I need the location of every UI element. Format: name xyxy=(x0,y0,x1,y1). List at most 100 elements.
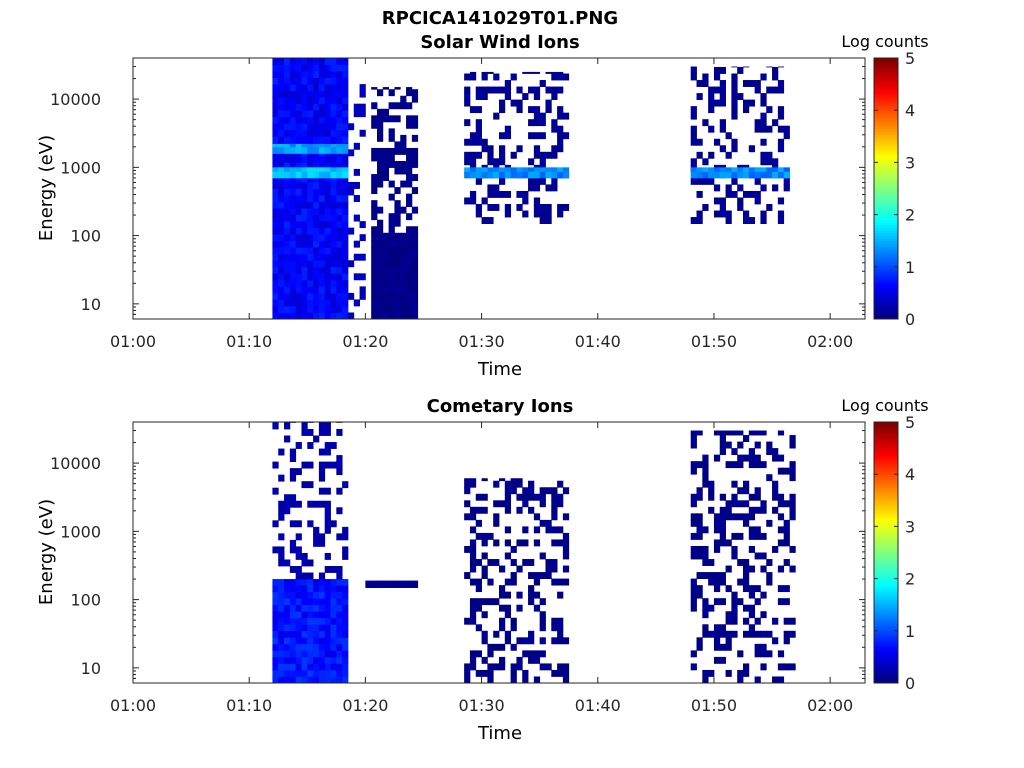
heatmap-cell xyxy=(284,181,291,189)
heatmap-cell xyxy=(324,676,331,684)
heatmap-cell xyxy=(539,177,546,185)
heatmap-cell xyxy=(278,97,285,105)
heatmap-cell xyxy=(272,155,279,163)
heatmap-cell xyxy=(289,630,297,638)
heatmap-cell xyxy=(289,520,297,528)
heatmap-cell xyxy=(411,161,419,168)
heatmap-cell xyxy=(562,487,570,495)
heatmap-cell xyxy=(284,175,291,183)
heatmap-cell xyxy=(301,146,308,154)
heatmap-cell xyxy=(278,146,285,154)
heatmap-cell xyxy=(499,604,506,612)
heatmap-cell xyxy=(702,559,709,566)
heatmap-cell xyxy=(289,64,297,72)
heatmap-cell xyxy=(318,234,326,242)
heatmap-cell xyxy=(295,167,302,172)
colorbar-tick-label: 5 xyxy=(905,413,915,432)
heatmap-cell xyxy=(766,650,773,658)
heatmap-cell xyxy=(272,260,279,268)
heatmap-cell xyxy=(289,167,297,172)
heatmap-cell xyxy=(301,630,308,638)
heatmap-cell xyxy=(318,299,326,307)
heatmap-cell xyxy=(522,210,529,218)
heatmap-cell xyxy=(301,129,308,137)
heatmap-cell xyxy=(533,145,541,153)
heatmap-cell xyxy=(301,97,308,105)
heatmap-cell xyxy=(289,579,297,586)
heatmap-cell xyxy=(406,115,413,123)
heatmap-cell xyxy=(533,656,541,664)
heatmap-cell xyxy=(278,448,285,456)
heatmap-cell xyxy=(551,177,558,185)
colorbar-swatch xyxy=(874,279,898,283)
heatmap-cell xyxy=(301,143,308,148)
heatmap-cell xyxy=(278,676,285,684)
heatmap-cell xyxy=(713,578,721,586)
heatmap-cell xyxy=(377,128,384,136)
heatmap-cell xyxy=(382,115,390,123)
y-tick-label: 100 xyxy=(70,227,101,246)
heatmap-cell xyxy=(295,208,302,215)
colorbar-swatch xyxy=(874,222,898,226)
heatmap-cell xyxy=(487,663,494,671)
heatmap-cell xyxy=(562,578,570,586)
heatmap-cell xyxy=(748,630,756,638)
heatmap-cell xyxy=(272,292,279,300)
heatmap-cell xyxy=(708,604,715,612)
heatmap-cell xyxy=(313,500,320,508)
heatmap-cell xyxy=(336,188,343,196)
heatmap-cell xyxy=(377,232,384,235)
heatmap-cell xyxy=(406,102,413,110)
heatmap-cell xyxy=(464,73,471,81)
heatmap-cell xyxy=(342,123,349,131)
colorbar-swatch xyxy=(874,575,898,580)
heatmap-cell xyxy=(743,604,750,612)
heatmap-cell xyxy=(760,93,767,100)
heatmap-cell xyxy=(295,136,302,144)
heatmap-cell xyxy=(278,181,285,189)
heatmap-cell xyxy=(289,162,297,170)
heatmap-cell xyxy=(336,461,343,469)
heatmap-cell xyxy=(760,650,767,658)
heatmap-cell xyxy=(289,240,297,248)
heatmap-cell xyxy=(713,539,721,547)
heatmap-cell xyxy=(406,147,413,155)
heatmap-cell xyxy=(702,545,709,553)
heatmap-cell xyxy=(318,468,326,476)
heatmap-cell xyxy=(272,598,279,606)
heatmap-cell xyxy=(539,132,546,140)
heatmap-cell xyxy=(748,565,756,573)
heatmap-cell xyxy=(789,565,796,573)
heatmap-cell xyxy=(760,532,767,540)
heatmap-cell xyxy=(400,161,407,168)
heatmap-cell xyxy=(301,611,308,619)
heatmap-cell xyxy=(702,177,709,185)
heatmap-cell xyxy=(690,513,697,521)
heatmap-cell xyxy=(278,227,285,235)
heatmap-cell xyxy=(551,73,558,81)
heatmap-cell xyxy=(783,167,790,172)
heatmap-cell xyxy=(289,617,297,625)
heatmap-cell xyxy=(551,526,558,534)
heatmap-cell xyxy=(713,184,721,192)
heatmap-cell xyxy=(737,676,744,684)
colorbar-swatch xyxy=(874,586,898,590)
heatmap-cell xyxy=(318,630,326,638)
heatmap-cell xyxy=(766,106,773,114)
heatmap-cell xyxy=(289,195,297,202)
heatmap-cell xyxy=(545,559,552,566)
heatmap-cell xyxy=(324,637,331,645)
heatmap-cell xyxy=(388,102,395,110)
heatmap-cell xyxy=(504,487,512,495)
heatmap-cell xyxy=(394,253,401,261)
heatmap-cell xyxy=(475,604,482,612)
colorbar-swatch xyxy=(874,466,898,470)
heatmap-cell xyxy=(295,533,302,541)
heatmap-cell xyxy=(377,167,384,175)
heatmap-cell xyxy=(731,591,738,599)
heatmap-cell xyxy=(289,129,297,137)
heatmap-cell xyxy=(284,97,291,105)
colorbar-swatch xyxy=(874,138,898,143)
heatmap-cell xyxy=(743,190,750,198)
heatmap-cell xyxy=(359,273,366,281)
